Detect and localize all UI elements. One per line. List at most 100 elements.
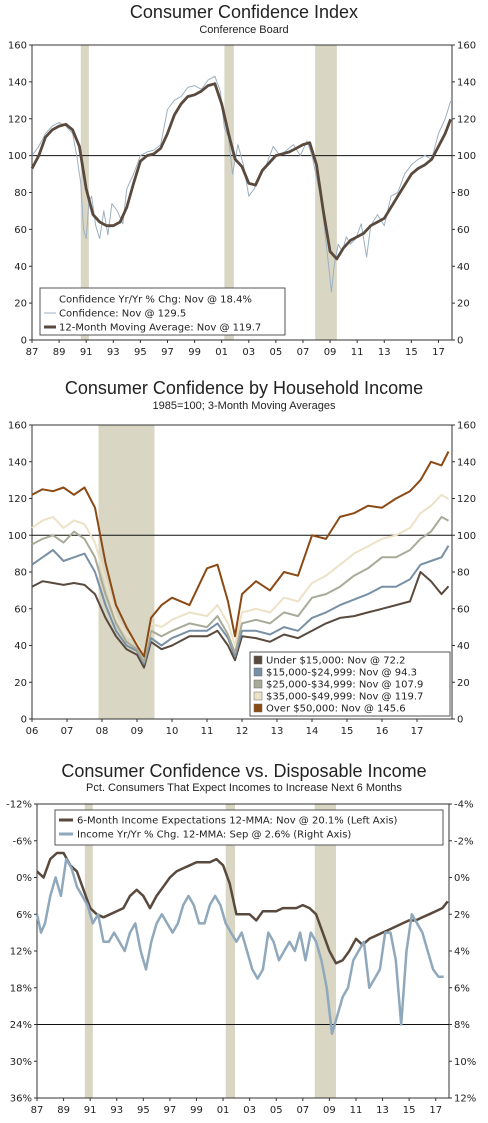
- y-tick-label-right: 80: [457, 568, 470, 579]
- x-tick-label: 11: [350, 1105, 363, 1116]
- y-tick-label-right: 160: [457, 421, 476, 432]
- y-tick-label-right: 40: [457, 262, 470, 273]
- x-tick-label: 13: [376, 1105, 389, 1116]
- series-line-3: [31, 493, 450, 658]
- y-tick-label-left: 100: [8, 531, 27, 542]
- x-tick-label: 93: [107, 347, 120, 358]
- x-tick-label: 95: [137, 1105, 150, 1116]
- x-tick-label: 89: [53, 347, 66, 358]
- y-tick-label-left: 36%: [10, 1094, 32, 1105]
- x-tick-label: 91: [84, 1105, 97, 1116]
- y-tick-label-left: 0%: [16, 873, 32, 884]
- y-tick-label-left: 40: [14, 641, 27, 652]
- y-tick-label-left: -12%: [6, 800, 32, 811]
- y-tick-label-left: 20: [14, 299, 27, 310]
- y-tick-label-right: 120: [457, 114, 476, 125]
- y-tick-label-right: 160: [457, 41, 476, 52]
- series-line-1: [30, 82, 452, 261]
- series-line-0: [31, 75, 452, 293]
- x-tick-label: 97: [164, 1105, 177, 1116]
- plot-frame: [36, 803, 450, 1099]
- y-tick-label-right: 120: [457, 494, 476, 505]
- y-tick-label-left: 60: [14, 225, 27, 236]
- y-tick-label-left: 80: [14, 568, 27, 579]
- x-tick-label: 01: [215, 347, 228, 358]
- x-tick-label: 10: [166, 726, 179, 737]
- legend-box: [39, 287, 286, 336]
- x-tick-label: 17: [432, 347, 445, 358]
- x-tick-label: 07: [296, 1105, 309, 1116]
- y-tick-label-right: 6%: [454, 983, 470, 994]
- y-tick-label-right: -4%: [454, 800, 473, 811]
- y-tick-label-left: 20: [14, 678, 27, 689]
- legend-label: Confidence Yr/Yr % Chg: Nov @ 18.4%: [59, 295, 252, 306]
- x-tick-label: 13: [378, 347, 391, 358]
- y-tick-label-left: 60: [14, 604, 27, 615]
- x-tick-label: 13: [271, 726, 284, 737]
- y-tick-label-left: 24%: [10, 1020, 32, 1031]
- x-tick-label: 12: [236, 726, 249, 737]
- x-tick-label: 14: [306, 726, 319, 737]
- x-tick-label: 16: [376, 726, 389, 737]
- legend-label: $15,000-$24,999: Nov @ 94.3: [266, 668, 417, 679]
- x-tick-label: 99: [190, 1105, 203, 1116]
- series-line-1: [35, 857, 444, 1035]
- legend-swatch: [253, 691, 263, 701]
- x-tick-label: 15: [403, 1105, 416, 1116]
- legend-label: 6-Month Income Expectations 12-MMA: Nov …: [77, 816, 398, 827]
- y-tick-label-right: 10%: [454, 1057, 476, 1068]
- y-tick-label-right: 40: [457, 641, 470, 652]
- y-tick-label-left: 140: [8, 77, 27, 88]
- y-tick-label-right: 4%: [454, 947, 470, 958]
- x-tick-label: 03: [242, 347, 255, 358]
- x-tick-label: 97: [161, 347, 174, 358]
- legend-label: $35,000-$49,999: Nov @ 119.7: [266, 692, 423, 703]
- chart3-title: Consumer Confidence vs. Disposable Incom…: [61, 761, 427, 781]
- y-tick-label-left: 80: [14, 188, 27, 199]
- series-line-0: [31, 571, 450, 669]
- series-line-1: [31, 545, 450, 665]
- x-tick-label: 17: [429, 1105, 442, 1116]
- x-tick-label: 09: [131, 726, 144, 737]
- legend-swatch: [253, 703, 263, 713]
- y-tick-label-left: 6%: [16, 910, 32, 921]
- x-tick-label: 09: [323, 1105, 336, 1116]
- x-tick-label: 11: [201, 726, 214, 737]
- confidence-by-income-chart: 0 0 20 20 40 40 60 60 80 80 100 100 120 120 140 140 160 1…: [8, 421, 476, 738]
- chart2-subtitle: 1985=100; 3-Month Moving Averages: [152, 400, 336, 412]
- y-tick-label-right: 0%: [454, 873, 470, 884]
- x-tick-label: 87: [26, 347, 39, 358]
- y-tick-label-left: 0: [21, 715, 27, 726]
- y-tick-label-left: 12%: [10, 947, 32, 958]
- x-tick-label: 01: [217, 1105, 230, 1116]
- legend-label: Under $15,000: Nov @ 72.2: [266, 656, 406, 667]
- chart1-subtitle: Conference Board: [199, 24, 289, 36]
- legend-box: [249, 651, 451, 717]
- y-tick-label-left: 40: [14, 262, 27, 273]
- x-tick-label: 05: [270, 347, 283, 358]
- y-tick-label-right: 8%: [454, 1020, 470, 1031]
- x-tick-label: 11: [351, 347, 364, 358]
- y-tick-label-left: -6%: [13, 836, 32, 847]
- x-tick-label: 89: [57, 1105, 70, 1116]
- recession-bar: [225, 804, 236, 1098]
- y-tick-label-right: 2%: [454, 910, 470, 921]
- x-tick-label: 87: [31, 1105, 44, 1116]
- y-tick-label-left: 120: [8, 494, 27, 505]
- consumer-confidence-chart: 0 0 20 20 40 40 60 60 80 80 100 100 120 120 140 140 160 1…: [8, 41, 476, 359]
- x-tick-label: 93: [110, 1105, 123, 1116]
- x-tick-label: 15: [405, 347, 418, 358]
- y-tick-label-right: 60: [457, 604, 470, 615]
- confidence-vs-income-chart: 36% 12% 30% 10% 24% 8% 18% 6% 12% 4% 6% 2% 0% 0% -6% -2…: [6, 800, 476, 1117]
- x-tick-label: 15: [341, 726, 354, 737]
- x-tick-label: 95: [134, 347, 147, 358]
- x-tick-label: 03: [243, 1105, 256, 1116]
- x-tick-label: 05: [270, 1105, 283, 1116]
- y-tick-label-left: 30%: [10, 1057, 32, 1068]
- y-tick-label-right: 100: [457, 151, 476, 162]
- chart2-title: Consumer Confidence by Household Income: [64, 378, 424, 398]
- y-tick-label-left: 18%: [10, 983, 32, 994]
- series-line-4: [31, 451, 450, 658]
- y-tick-label-left: 120: [8, 114, 27, 125]
- recession-bar: [315, 45, 337, 340]
